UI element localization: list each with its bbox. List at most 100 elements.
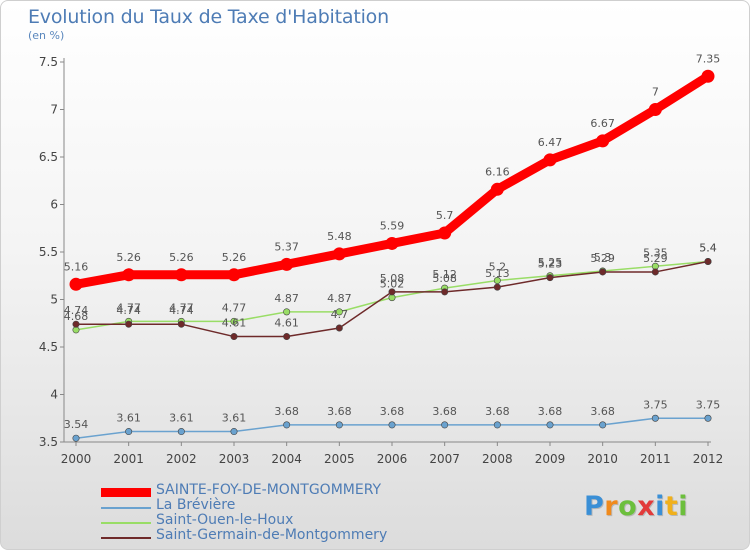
data-label: 3.68 [485, 405, 510, 418]
data-label: 5.08 [380, 272, 405, 285]
data-label: 4.74 [116, 304, 141, 317]
data-label: 4.61 [222, 317, 247, 330]
data-point [388, 288, 396, 296]
data-point [283, 308, 291, 316]
y-tick-label: 7 [50, 103, 58, 117]
data-point [546, 421, 554, 429]
x-tick-label: 2004 [271, 452, 302, 466]
data-label: 3.54 [64, 418, 89, 431]
x-tick-label: 2010 [587, 452, 618, 466]
data-point [651, 268, 659, 276]
x-tick-label: 2011 [640, 452, 671, 466]
data-point [72, 320, 80, 328]
data-label: 5.4 [699, 242, 717, 255]
logo-letter: P [584, 491, 605, 522]
legend-label: Saint-Ouen-le-Houx [156, 512, 294, 528]
data-label: 6.67 [590, 117, 615, 130]
legend-label: Saint-Germain-de-Montgommery [156, 527, 388, 543]
y-tick-label: 5.5 [39, 245, 58, 259]
data-label: 5.26 [116, 251, 141, 264]
data-label: 3.68 [590, 405, 615, 418]
data-point [596, 134, 610, 148]
y-tick-label: 6.5 [39, 150, 58, 164]
data-point [335, 308, 343, 316]
data-label: 5.48 [327, 230, 352, 243]
data-point [283, 421, 291, 429]
data-point [177, 320, 185, 328]
data-label: 5.29 [643, 252, 668, 265]
data-label: 3.61 [222, 412, 247, 425]
data-label: 5.08 [432, 272, 457, 285]
x-tick-label: 2003 [219, 452, 250, 466]
data-point [283, 333, 291, 341]
data-label: 3.68 [274, 405, 299, 418]
data-point [72, 434, 80, 442]
x-tick-label: 2000 [61, 452, 92, 466]
data-point [546, 274, 554, 282]
legend-swatch [101, 507, 151, 509]
legend-swatch [101, 488, 151, 497]
logo-letter: x [637, 491, 656, 522]
x-tick-label: 2001 [113, 452, 144, 466]
chart-title: Evolution du Taux de Taxe d'Habitation [28, 6, 389, 28]
data-label: 5.29 [590, 252, 615, 265]
data-point [230, 333, 238, 341]
logo-letter: i [678, 491, 689, 522]
data-label: 3.68 [538, 405, 563, 418]
data-label: 7 [652, 86, 659, 99]
data-label: 4.68 [64, 310, 89, 323]
data-label: 4.87 [327, 292, 352, 305]
y-tick-label: 3.5 [39, 435, 58, 449]
y-tick-label: 5 [50, 293, 58, 307]
legend-swatch [101, 522, 151, 524]
data-point [385, 236, 399, 250]
data-label: 5.13 [485, 267, 510, 280]
data-point [230, 428, 238, 436]
data-point [651, 414, 659, 422]
data-label: 5.3 [594, 251, 612, 264]
x-tick-label: 2006 [377, 452, 408, 466]
data-point [177, 428, 185, 436]
data-point [69, 277, 83, 291]
data-label: 3.61 [116, 412, 141, 425]
data-label: 5.26 [169, 251, 194, 264]
data-label: 3.68 [380, 405, 405, 418]
logo-letter: o [618, 491, 638, 522]
data-point [335, 324, 343, 332]
data-label: 4.74 [64, 304, 89, 317]
data-label: 5.16 [64, 260, 89, 273]
y-tick-label: 4.5 [39, 340, 58, 354]
data-label: 5.25 [538, 256, 563, 269]
data-label: 5.59 [380, 219, 405, 232]
logo-letter: i [655, 491, 665, 522]
data-label: 5.12 [432, 268, 457, 281]
data-point [599, 268, 607, 276]
x-tick-label: 2005 [324, 452, 355, 466]
data-point [493, 421, 501, 429]
data-label: 3.75 [643, 398, 668, 411]
data-point [125, 428, 133, 436]
data-label: 3.68 [327, 405, 352, 418]
data-label: 4.87 [274, 292, 299, 305]
data-point [441, 288, 449, 296]
data-label: 5.7 [436, 209, 454, 222]
legend-label: SAINTE-FOY-DE-MONTGOMMERY [156, 482, 382, 498]
data-label: 4.61 [274, 317, 299, 330]
data-label: 6.47 [538, 136, 563, 149]
data-point [227, 268, 241, 282]
data-point [648, 103, 662, 116]
data-point [704, 257, 712, 265]
data-point [122, 268, 136, 282]
data-point [599, 421, 607, 429]
data-point [125, 320, 133, 328]
data-label: 5.37 [274, 240, 299, 253]
data-label: 5.35 [643, 246, 668, 259]
y-tick-label: 4 [50, 388, 58, 402]
data-point [704, 414, 712, 422]
data-label: 3.75 [696, 398, 721, 411]
data-label: 3.61 [169, 412, 194, 425]
data-label: 4.77 [169, 301, 194, 314]
data-point [490, 182, 504, 196]
